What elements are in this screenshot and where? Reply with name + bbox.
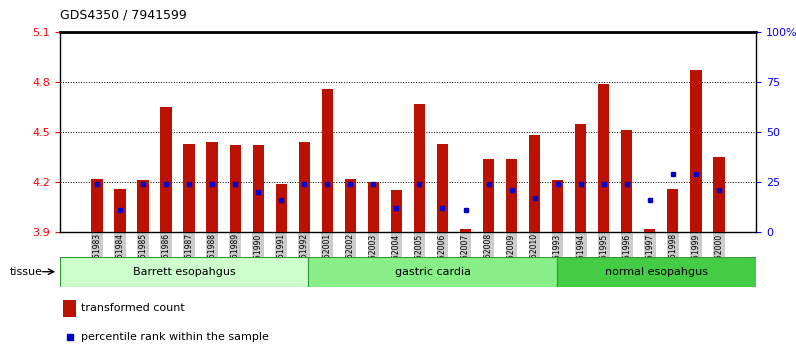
Bar bbox=[161, 107, 172, 232]
Bar bbox=[598, 84, 610, 232]
Bar bbox=[115, 189, 126, 232]
Bar bbox=[690, 70, 701, 232]
Bar bbox=[621, 130, 633, 232]
Bar bbox=[206, 142, 218, 232]
Bar bbox=[308, 257, 557, 287]
Bar bbox=[713, 157, 724, 232]
Text: Barrett esopahgus: Barrett esopahgus bbox=[133, 267, 236, 277]
Bar bbox=[252, 145, 264, 232]
Bar bbox=[138, 180, 149, 232]
Bar bbox=[345, 178, 356, 232]
Bar bbox=[483, 159, 494, 232]
Bar bbox=[298, 142, 310, 232]
Bar bbox=[529, 135, 540, 232]
Text: transformed count: transformed count bbox=[80, 303, 185, 313]
Bar bbox=[229, 145, 241, 232]
Bar bbox=[460, 229, 471, 232]
Text: normal esopahgus: normal esopahgus bbox=[605, 267, 708, 277]
Text: percentile rank within the sample: percentile rank within the sample bbox=[80, 332, 268, 342]
Text: gastric cardia: gastric cardia bbox=[395, 267, 470, 277]
Bar bbox=[557, 257, 756, 287]
Bar bbox=[183, 143, 195, 232]
Bar bbox=[667, 189, 678, 232]
Bar bbox=[275, 183, 287, 232]
Text: tissue: tissue bbox=[10, 267, 42, 277]
Bar bbox=[322, 88, 333, 232]
Bar bbox=[60, 257, 308, 287]
Bar bbox=[575, 124, 587, 232]
Text: GDS4350 / 7941599: GDS4350 / 7941599 bbox=[60, 9, 186, 22]
Bar bbox=[63, 300, 76, 317]
Bar bbox=[437, 143, 448, 232]
Bar bbox=[644, 229, 655, 232]
Bar bbox=[391, 190, 402, 232]
Bar bbox=[92, 178, 103, 232]
Bar bbox=[414, 103, 425, 232]
Bar bbox=[368, 182, 379, 232]
Bar bbox=[505, 159, 517, 232]
Bar bbox=[552, 180, 564, 232]
